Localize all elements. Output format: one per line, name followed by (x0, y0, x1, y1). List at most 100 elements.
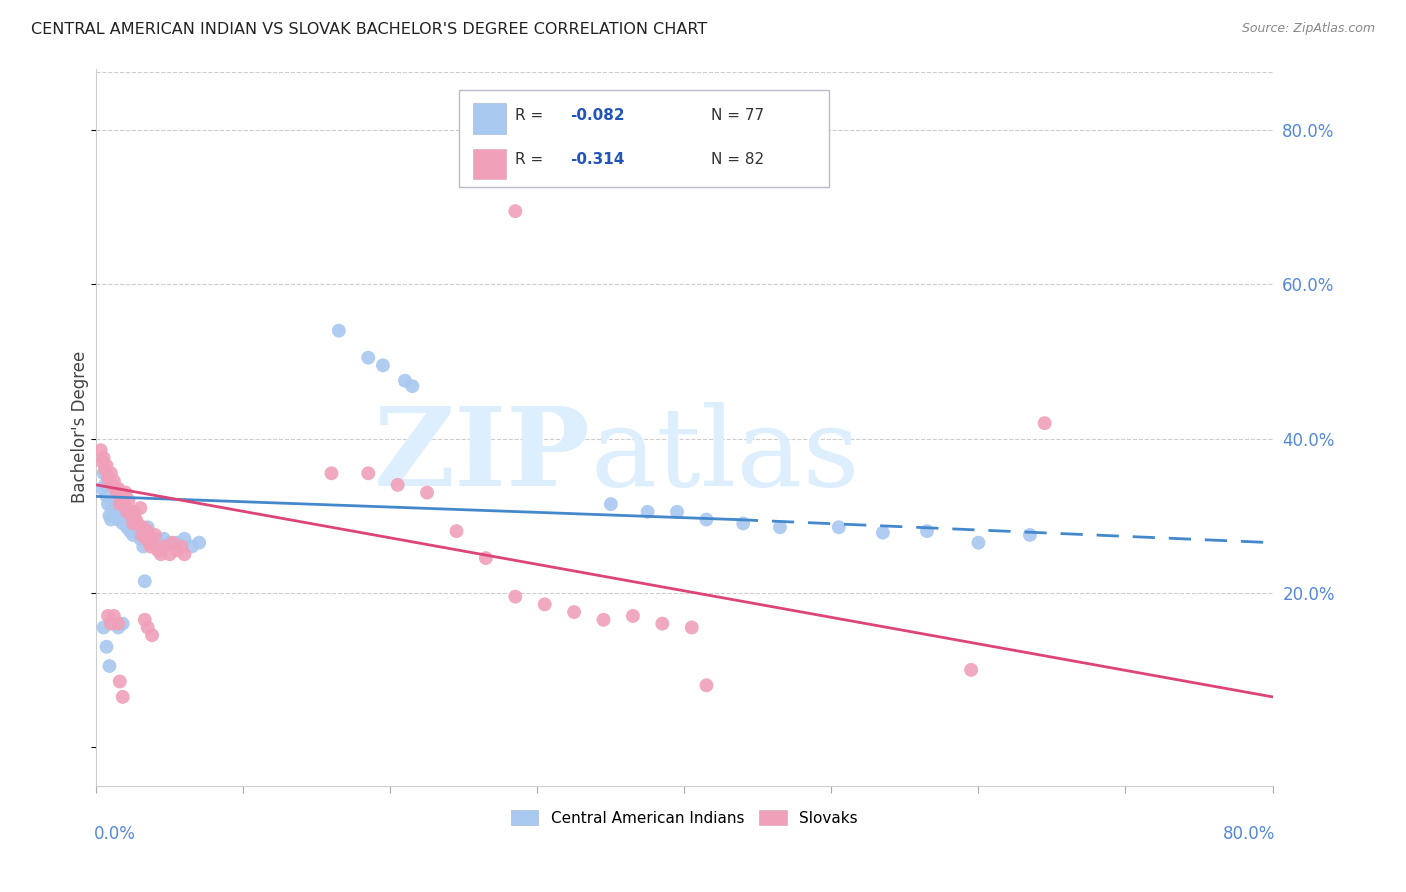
Point (141, 532, 163, 546)
Point (101, 500, 124, 515)
Point (621, 608, 644, 623)
Point (114, 485, 136, 500)
Point (96, 490, 118, 504)
Point (828, 520, 851, 534)
Point (111, 490, 134, 504)
Text: R =: R = (515, 108, 548, 123)
Point (111, 616, 134, 631)
Point (108, 674, 131, 689)
Point (111, 690, 134, 704)
Point (139, 540, 162, 554)
FancyBboxPatch shape (458, 90, 830, 186)
Point (146, 543, 169, 558)
Point (103, 608, 125, 623)
Point (387, 478, 409, 492)
Point (90, 443, 112, 458)
Point (129, 500, 152, 515)
Point (97, 470, 120, 484)
Text: ZIP: ZIP (374, 402, 591, 509)
Point (104, 493, 127, 508)
Point (108, 497, 131, 511)
Point (446, 524, 468, 538)
Point (159, 535, 181, 549)
Point (681, 620, 703, 634)
Point (98, 474, 121, 488)
Point (97, 608, 120, 623)
Point (114, 512, 136, 526)
Point (143, 532, 166, 546)
Point (131, 528, 153, 542)
Point (188, 535, 211, 549)
Point (121, 520, 143, 534)
Point (141, 628, 163, 642)
Point (328, 324, 350, 338)
Point (1019, 528, 1042, 542)
Point (695, 512, 717, 526)
Point (129, 532, 152, 546)
Point (107, 512, 129, 526)
Point (170, 540, 193, 554)
Point (1033, 416, 1056, 430)
Point (138, 535, 160, 549)
Point (93, 450, 115, 465)
Point (416, 485, 439, 500)
Point (149, 540, 172, 554)
Point (153, 540, 176, 554)
Point (127, 520, 149, 534)
Point (125, 512, 148, 526)
Point (562, 605, 585, 619)
Point (134, 528, 156, 542)
Point (180, 540, 202, 554)
Point (112, 497, 135, 511)
Point (108, 500, 131, 515)
Point (98, 508, 121, 523)
Point (769, 520, 792, 534)
Point (132, 520, 155, 534)
Point (124, 512, 146, 526)
Point (96, 640, 118, 654)
Point (91, 482, 114, 496)
Point (94, 462, 117, 476)
Point (134, 574, 156, 589)
Text: -0.314: -0.314 (571, 153, 624, 167)
Point (98, 659, 121, 673)
Point (159, 547, 181, 561)
Point (127, 516, 149, 531)
Point (118, 524, 141, 538)
Point (166, 535, 188, 549)
Point (125, 524, 148, 538)
Legend: Central American Indians, Slovaks: Central American Indians, Slovaks (505, 804, 863, 831)
Point (100, 512, 122, 526)
Point (141, 535, 163, 549)
Point (117, 493, 139, 508)
Point (112, 508, 135, 523)
Point (136, 520, 159, 534)
Point (103, 474, 125, 488)
Point (122, 528, 145, 542)
Point (592, 613, 614, 627)
Point (104, 482, 127, 496)
Point (107, 616, 129, 631)
Point (166, 543, 188, 558)
Point (371, 359, 394, 373)
Point (117, 516, 139, 531)
Point (733, 516, 755, 531)
Point (134, 613, 156, 627)
Point (960, 663, 983, 677)
Point (110, 493, 132, 508)
Point (149, 547, 172, 561)
Point (872, 525, 894, 540)
Point (91, 455, 114, 469)
Text: -0.082: -0.082 (571, 108, 624, 123)
Point (124, 505, 146, 519)
Point (107, 482, 129, 496)
Point (475, 551, 498, 566)
Point (394, 374, 416, 388)
Point (533, 598, 555, 612)
Point (97, 497, 120, 511)
Point (173, 532, 195, 546)
Point (401, 379, 423, 393)
Text: R =: R = (515, 153, 548, 167)
Point (153, 532, 176, 546)
Point (173, 547, 195, 561)
